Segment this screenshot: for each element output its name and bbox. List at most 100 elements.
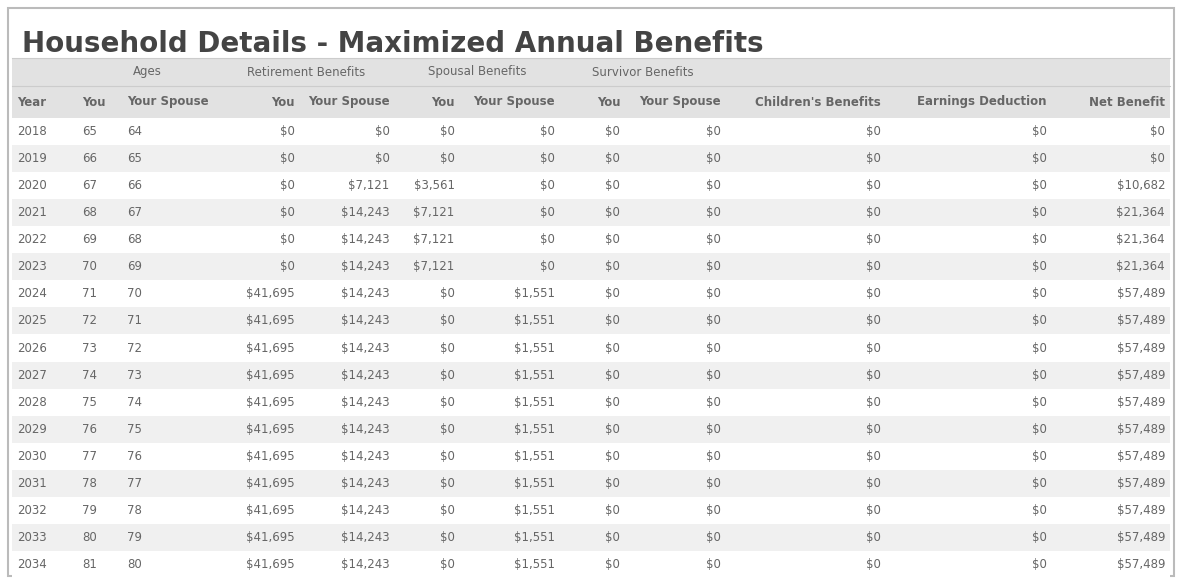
Text: $0: $0 <box>866 314 881 328</box>
Text: 2029: 2029 <box>17 423 47 436</box>
Bar <box>12 497 1170 524</box>
Bar <box>12 86 1170 118</box>
Bar <box>12 361 1170 388</box>
Text: $0: $0 <box>540 206 556 219</box>
Text: $0: $0 <box>1032 125 1046 138</box>
Text: 68: 68 <box>128 233 142 246</box>
Text: $0: $0 <box>605 314 621 328</box>
Text: $14,243: $14,243 <box>340 233 389 246</box>
Text: 79: 79 <box>128 531 142 544</box>
Text: $7,121: $7,121 <box>349 179 389 192</box>
Text: $57,489: $57,489 <box>1117 558 1165 571</box>
Text: $0: $0 <box>280 125 294 138</box>
Text: $0: $0 <box>866 179 881 192</box>
Text: You: You <box>431 96 455 109</box>
Text: $0: $0 <box>605 152 621 165</box>
Text: $10,682: $10,682 <box>1117 179 1165 192</box>
Text: 71: 71 <box>128 314 142 328</box>
Text: Your Spouse: Your Spouse <box>307 96 389 109</box>
Bar <box>12 226 1170 253</box>
Text: $0: $0 <box>1032 314 1046 328</box>
Text: $0: $0 <box>605 342 621 354</box>
Text: $1,551: $1,551 <box>514 450 556 463</box>
Text: $14,243: $14,243 <box>340 423 389 436</box>
Text: $0: $0 <box>440 558 455 571</box>
Text: $14,243: $14,243 <box>340 395 389 409</box>
Text: $0: $0 <box>605 125 621 138</box>
Text: $0: $0 <box>1032 423 1046 436</box>
Text: $57,489: $57,489 <box>1117 287 1165 300</box>
Text: $0: $0 <box>540 179 556 192</box>
Text: 2018: 2018 <box>17 125 47 138</box>
Text: $0: $0 <box>706 395 721 409</box>
Text: $0: $0 <box>605 450 621 463</box>
Text: 65: 65 <box>82 125 97 138</box>
Text: $14,243: $14,243 <box>340 450 389 463</box>
Text: 65: 65 <box>128 152 142 165</box>
Text: $14,243: $14,243 <box>340 260 389 273</box>
Bar <box>12 58 1170 86</box>
Text: $0: $0 <box>866 152 881 165</box>
Text: $1,551: $1,551 <box>514 395 556 409</box>
Bar <box>12 388 1170 416</box>
Text: $14,243: $14,243 <box>340 369 389 381</box>
Text: 78: 78 <box>128 504 142 517</box>
Text: $0: $0 <box>605 206 621 219</box>
Text: 67: 67 <box>128 206 142 219</box>
Text: $14,243: $14,243 <box>340 287 389 300</box>
Text: $0: $0 <box>440 423 455 436</box>
Bar <box>12 524 1170 551</box>
Text: $0: $0 <box>706 369 721 381</box>
Text: $41,695: $41,695 <box>246 450 294 463</box>
Text: 70: 70 <box>128 287 142 300</box>
Text: $0: $0 <box>605 558 621 571</box>
Text: $41,695: $41,695 <box>246 287 294 300</box>
Text: $14,243: $14,243 <box>340 477 389 490</box>
Bar <box>12 118 1170 145</box>
Text: $41,695: $41,695 <box>246 477 294 490</box>
Text: $0: $0 <box>706 450 721 463</box>
Text: $0: $0 <box>866 206 881 219</box>
Text: $0: $0 <box>866 531 881 544</box>
Text: $0: $0 <box>605 233 621 246</box>
Text: $0: $0 <box>540 233 556 246</box>
Text: 2023: 2023 <box>17 260 47 273</box>
Text: Your Spouse: Your Spouse <box>128 96 209 109</box>
Text: $0: $0 <box>280 233 294 246</box>
Bar <box>12 253 1170 280</box>
Text: $1,551: $1,551 <box>514 342 556 354</box>
Text: $7,121: $7,121 <box>414 233 455 246</box>
Text: $0: $0 <box>1032 504 1046 517</box>
Text: $41,695: $41,695 <box>246 342 294 354</box>
Text: Spousal Benefits: Spousal Benefits <box>428 65 527 78</box>
Text: $0: $0 <box>706 125 721 138</box>
Text: 66: 66 <box>82 152 97 165</box>
Text: $1,551: $1,551 <box>514 369 556 381</box>
Text: You: You <box>82 96 105 109</box>
Text: $57,489: $57,489 <box>1117 423 1165 436</box>
Text: $0: $0 <box>1032 450 1046 463</box>
Text: $0: $0 <box>866 504 881 517</box>
Text: 2032: 2032 <box>17 504 47 517</box>
Text: $0: $0 <box>866 477 881 490</box>
Text: $0: $0 <box>706 179 721 192</box>
Text: $41,695: $41,695 <box>246 423 294 436</box>
Text: 72: 72 <box>128 342 142 354</box>
Text: $0: $0 <box>1150 152 1165 165</box>
Text: $0: $0 <box>1032 558 1046 571</box>
Text: 66: 66 <box>128 179 142 192</box>
Text: $0: $0 <box>605 423 621 436</box>
Text: 69: 69 <box>82 233 97 246</box>
Text: 76: 76 <box>82 423 97 436</box>
Text: 74: 74 <box>128 395 142 409</box>
Text: $1,551: $1,551 <box>514 314 556 328</box>
Bar <box>12 145 1170 172</box>
Text: $57,489: $57,489 <box>1117 342 1165 354</box>
Text: $0: $0 <box>866 287 881 300</box>
Text: $0: $0 <box>866 369 881 381</box>
Text: $1,551: $1,551 <box>514 504 556 517</box>
Text: 71: 71 <box>82 287 97 300</box>
Text: 2031: 2031 <box>17 477 47 490</box>
Text: 67: 67 <box>82 179 97 192</box>
Text: $0: $0 <box>1032 342 1046 354</box>
